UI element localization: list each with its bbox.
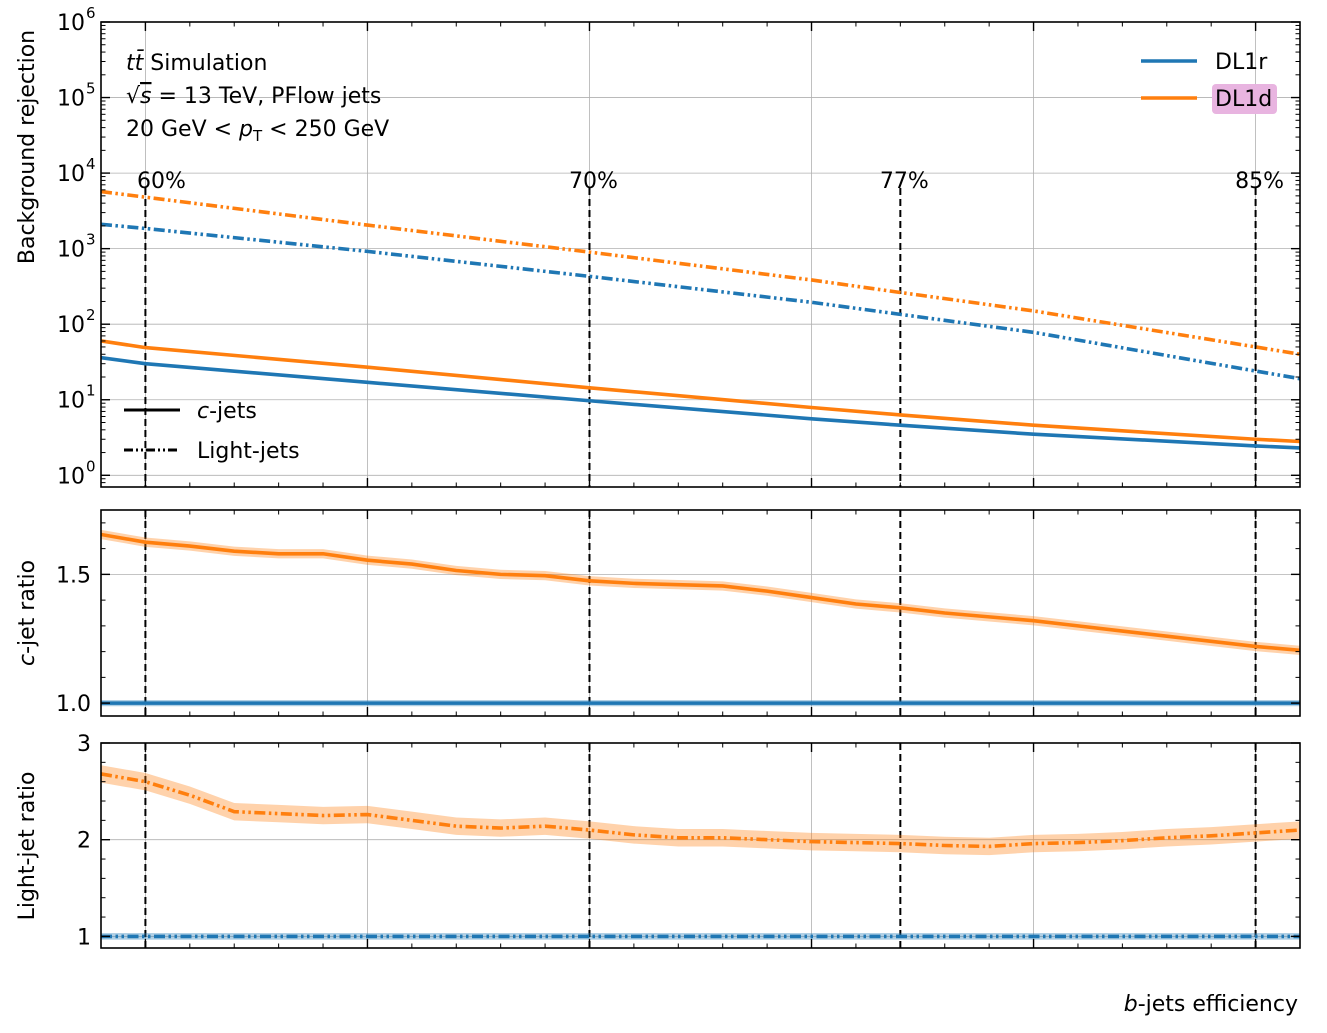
series-c-ratio — [101, 530, 1300, 706]
xlabel-italic: b — [1124, 992, 1138, 1017]
y-tick-label-exp-rejection-5: 5 — [86, 80, 96, 98]
annotation-line-2: √s = 13 TeV, PFlow jets — [126, 84, 381, 109]
y-tick-label-base-rejection-6: 10 — [57, 11, 85, 36]
working-point-label-3: 85% — [1235, 169, 1284, 194]
series-light-ratio — [101, 765, 1300, 940]
legend-taggers: DL1r DL1d — [1141, 50, 1277, 114]
working-point-label-0: 60% — [137, 169, 186, 194]
annotation-p: p — [238, 117, 253, 142]
annotation-pt-lower: 20 GeV < — [126, 117, 239, 142]
working-point-lines-c-ratio — [145, 510, 1255, 716]
legend-flavours: c-jets Light-jets — [124, 399, 300, 464]
annotation-pt-upper: < 250 GeV — [262, 117, 389, 142]
ylabel-light-ratio: Light-jet ratio — [15, 772, 40, 921]
series-line-dl1r-light-jets — [101, 224, 1300, 378]
annotation-energy: = 13 TeV, PFlow jets — [152, 84, 382, 109]
y-tick-label-exp-rejection-0: 0 — [86, 457, 96, 475]
legend-label-c-jets: c-jets — [197, 399, 257, 424]
y-tick-label-exp-rejection-2: 2 — [86, 306, 96, 324]
y-tick-label-c_ratio-0: 1.0 — [56, 692, 91, 717]
ylabel-c-ratio: c-jet ratio — [15, 560, 40, 666]
panel-c-ratio: 1.0 1.5 — [56, 510, 1300, 717]
y-tick-label-exp-rejection-4: 4 — [86, 155, 96, 173]
y-tick-label-base-rejection-5: 10 — [57, 87, 85, 112]
ylabel-rejection: Background rejection — [15, 30, 40, 264]
y-tick-label-exp-rejection-3: 3 — [86, 231, 96, 249]
working-point-label-1: 70% — [569, 169, 618, 194]
ylabel-c-ratio-italic: c — [15, 654, 40, 666]
xlabel: b-jets efficiency — [1124, 992, 1298, 1017]
y-tick-label-light_ratio-0: 1 — [77, 925, 91, 950]
legend-label-dl1d: DL1d — [1215, 87, 1272, 112]
annotation-s: s — [140, 84, 151, 109]
annotation: tt̄ Simulation √s = 13 TeV, PFlow jets 2… — [126, 50, 389, 145]
annotation-sqrt: √ — [126, 84, 141, 109]
y-tick-label-exp-rejection-1: 1 — [86, 382, 96, 400]
annotation-line-3: 20 GeV < pT < 250 GeV — [126, 117, 389, 145]
xlabel-rest: -jets efficiency — [1138, 992, 1298, 1017]
annotation-process: tt̄ — [126, 50, 145, 76]
y-tick-label-base-rejection-4: 10 — [57, 162, 85, 187]
y-tick-label-base-rejection-2: 10 — [57, 313, 85, 338]
ticks-c-ratio: 1.0 1.5 — [56, 510, 1300, 717]
ylabel-c-ratio-rest: -jet ratio — [15, 560, 40, 654]
legend-label-dl1r: DL1r — [1215, 50, 1268, 75]
uncertainty-band-dl1d-light-jet-ratio — [101, 765, 1300, 855]
annotation-simulation: Simulation — [143, 51, 267, 76]
y-tick-label-base-rejection-0: 10 — [57, 464, 85, 489]
frame-c-ratio — [101, 510, 1300, 716]
working-point-lines-rejection — [145, 188, 1255, 487]
legend-c-rest: -jets — [209, 399, 257, 424]
y-tick-label-c_ratio-1: 1.5 — [56, 563, 91, 588]
working-point-label-2: 77% — [880, 169, 929, 194]
legend-c-italic: c — [197, 399, 209, 424]
annotation-line-1: tt̄ Simulation — [126, 50, 267, 76]
y-tick-label-base-rejection-1: 10 — [57, 389, 85, 414]
grid-c-ratio — [101, 510, 1300, 716]
series-rejection — [101, 192, 1300, 448]
series-line-dl1d-light-jets — [101, 192, 1300, 355]
panel-light-ratio: 1 2 3 — [77, 732, 1300, 950]
y-tick-label-base-rejection-3: 10 — [57, 238, 85, 263]
legend-label-light-jets: Light-jets — [197, 439, 300, 464]
y-tick-label-exp-rejection-6: 6 — [86, 4, 96, 22]
y-tick-label-light_ratio-2: 3 — [77, 732, 91, 757]
y-tick-label-light_ratio-1: 2 — [77, 829, 91, 854]
uncertainty-band-dl1d-c-jet-ratio — [101, 530, 1300, 655]
series-line-dl1d-c-jets — [101, 341, 1300, 442]
series-line-dl1r-c-jets — [101, 358, 1300, 448]
